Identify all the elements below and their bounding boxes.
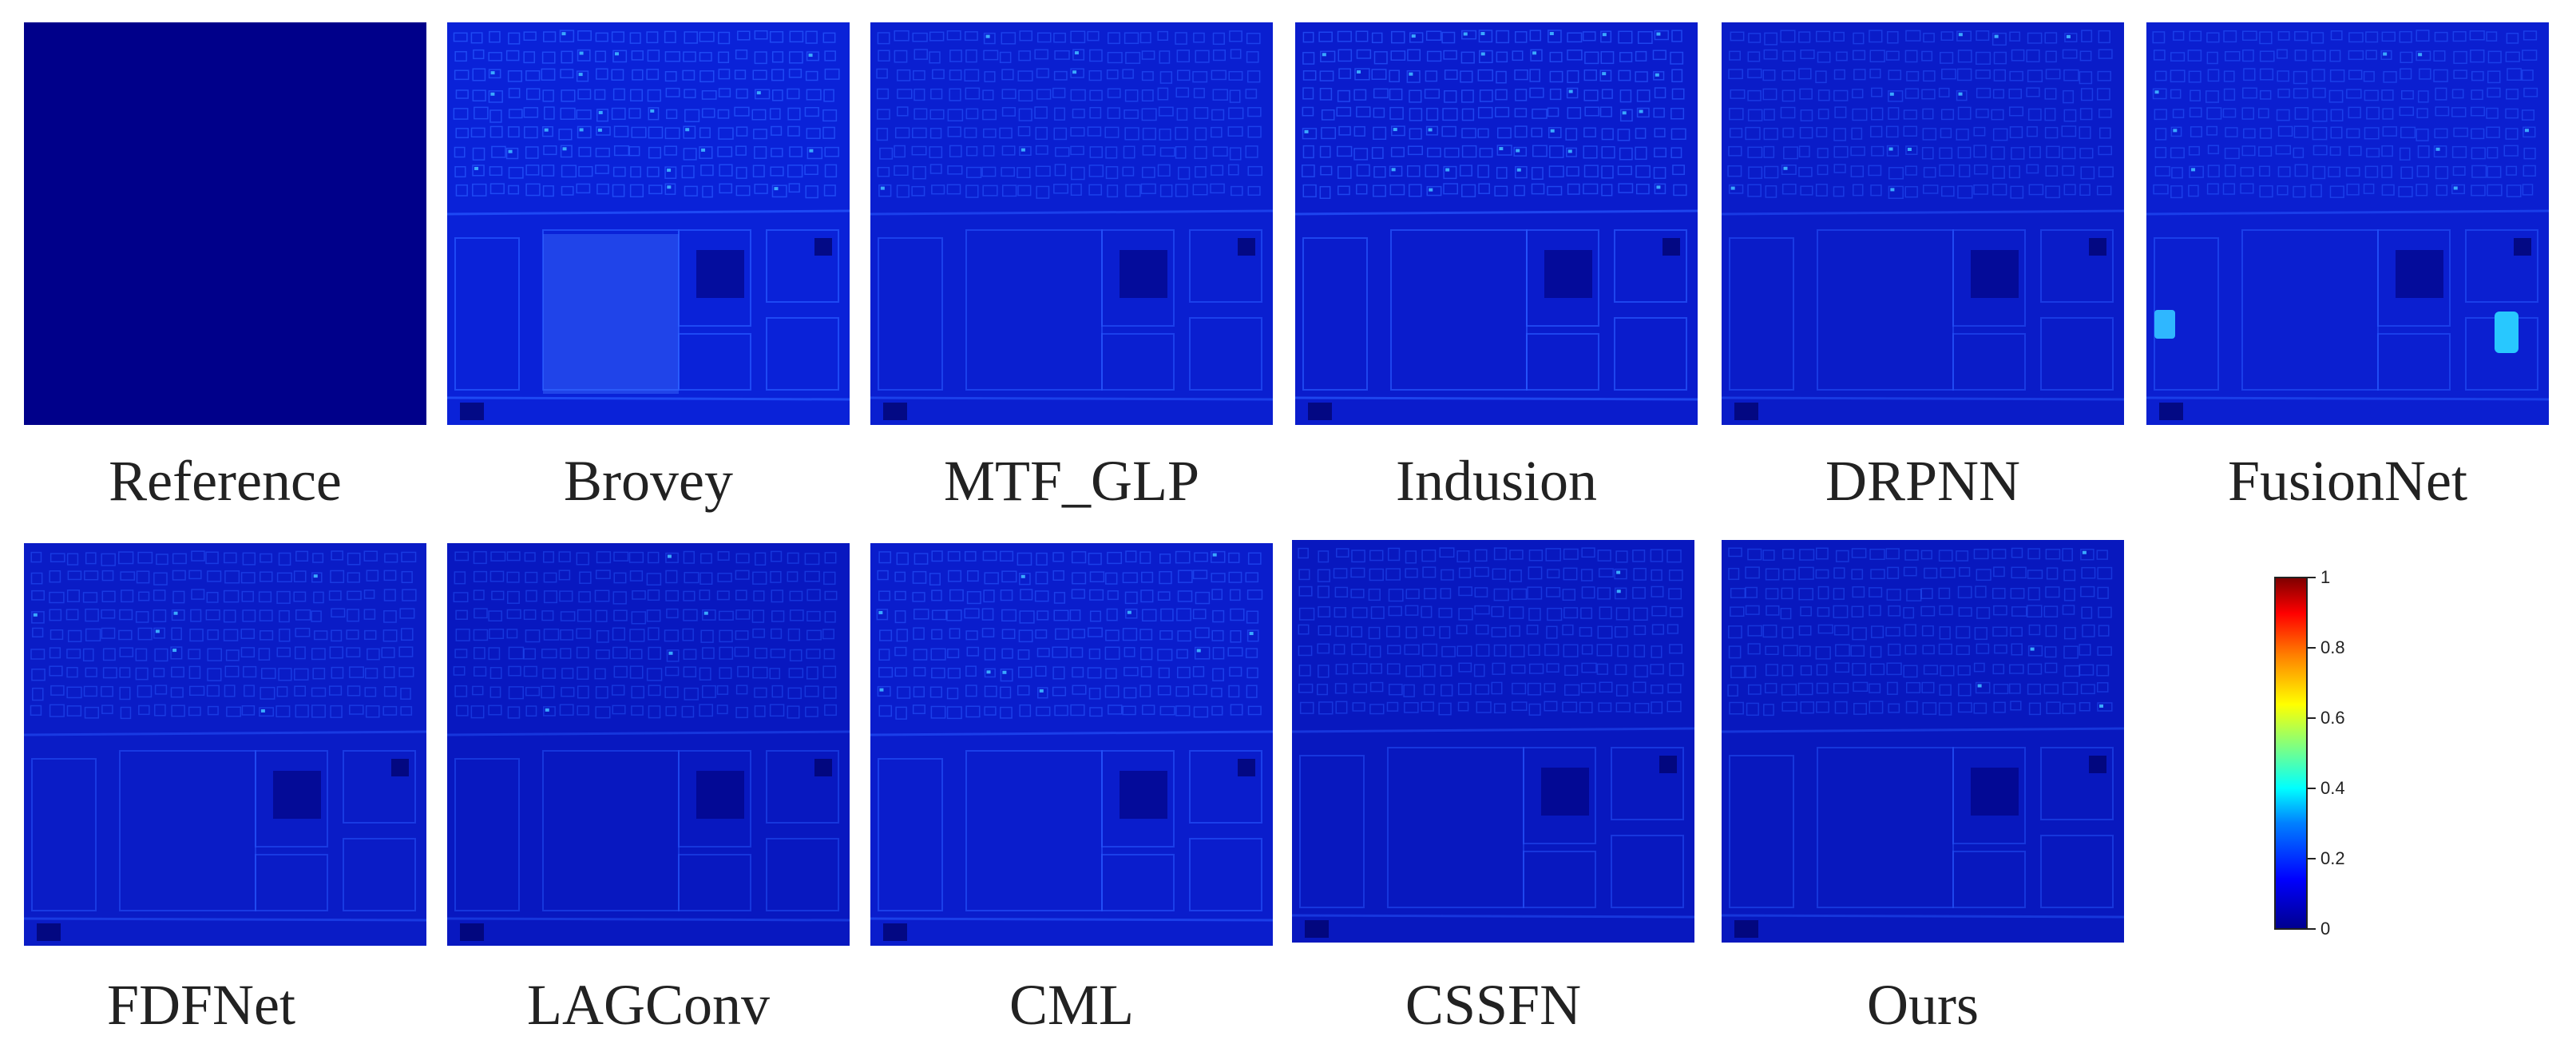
caption-mtf-glp: MTF_GLP bbox=[943, 449, 1200, 513]
panel-fdfnet bbox=[24, 543, 426, 946]
colorbar-tick bbox=[2308, 858, 2316, 859]
caption-cml: CML bbox=[1009, 973, 1135, 1037]
caption-cssfn: CSSFN bbox=[1405, 973, 1582, 1037]
caption-ours: Ours bbox=[1867, 973, 1979, 1037]
colorbar-tick-label-0-2: 0.2 bbox=[2320, 848, 2345, 868]
colorbar-tick-label-0-8: 0.8 bbox=[2320, 637, 2345, 657]
panel-drpnn bbox=[1722, 22, 2124, 425]
residual-map bbox=[1722, 540, 2124, 943]
caption-drpnn: DRPNN bbox=[1825, 449, 2021, 513]
residual-map bbox=[870, 543, 1273, 946]
residual-map bbox=[1292, 540, 1694, 943]
colorbar-tick-label-0: 0 bbox=[2320, 919, 2331, 939]
residual-map bbox=[447, 543, 850, 946]
residual-map bbox=[870, 22, 1273, 425]
colorbar-tick bbox=[2308, 577, 2316, 578]
panel-reference bbox=[24, 22, 426, 425]
panel-cml bbox=[870, 543, 1273, 946]
colorbar-tick bbox=[2308, 788, 2316, 789]
caption-indusion: Indusion bbox=[1396, 449, 1597, 513]
panel-ours bbox=[1722, 540, 2124, 943]
panel-indusion bbox=[1295, 22, 1698, 425]
colorbar-tick bbox=[2308, 928, 2316, 930]
panel-lagconv bbox=[447, 543, 850, 946]
colorbar-tick-label-1: 1 bbox=[2320, 567, 2331, 587]
residual-map bbox=[1295, 22, 1698, 425]
residual-map bbox=[24, 22, 426, 425]
residual-map bbox=[24, 543, 426, 946]
residual-map bbox=[1722, 22, 2124, 425]
colorbar-tick-label-0-6: 0.6 bbox=[2320, 708, 2345, 728]
colorbar-tick bbox=[2308, 647, 2316, 649]
panel-brovey bbox=[447, 22, 850, 425]
colorbar: 0 0.2 0.4 0.6 0.8 1 bbox=[2274, 569, 2434, 939]
colorbar-tick bbox=[2308, 717, 2316, 719]
residual-map bbox=[447, 22, 850, 425]
panel-fusionnet bbox=[2146, 22, 2549, 425]
panel-mtf-glp bbox=[870, 22, 1273, 425]
colorbar-tick-label-0-4: 0.4 bbox=[2320, 778, 2345, 798]
caption-fusionnet: FusionNet bbox=[2227, 449, 2468, 513]
panel-cssfn bbox=[1292, 540, 1694, 943]
colorbar-gradient bbox=[2274, 577, 2308, 930]
caption-reference: Reference bbox=[109, 449, 342, 513]
residual-map bbox=[2146, 22, 2549, 425]
caption-fdfnet: FDFNet bbox=[106, 973, 296, 1037]
caption-lagconv: LAGConv bbox=[527, 973, 770, 1037]
caption-brovey: Brovey bbox=[564, 449, 733, 513]
